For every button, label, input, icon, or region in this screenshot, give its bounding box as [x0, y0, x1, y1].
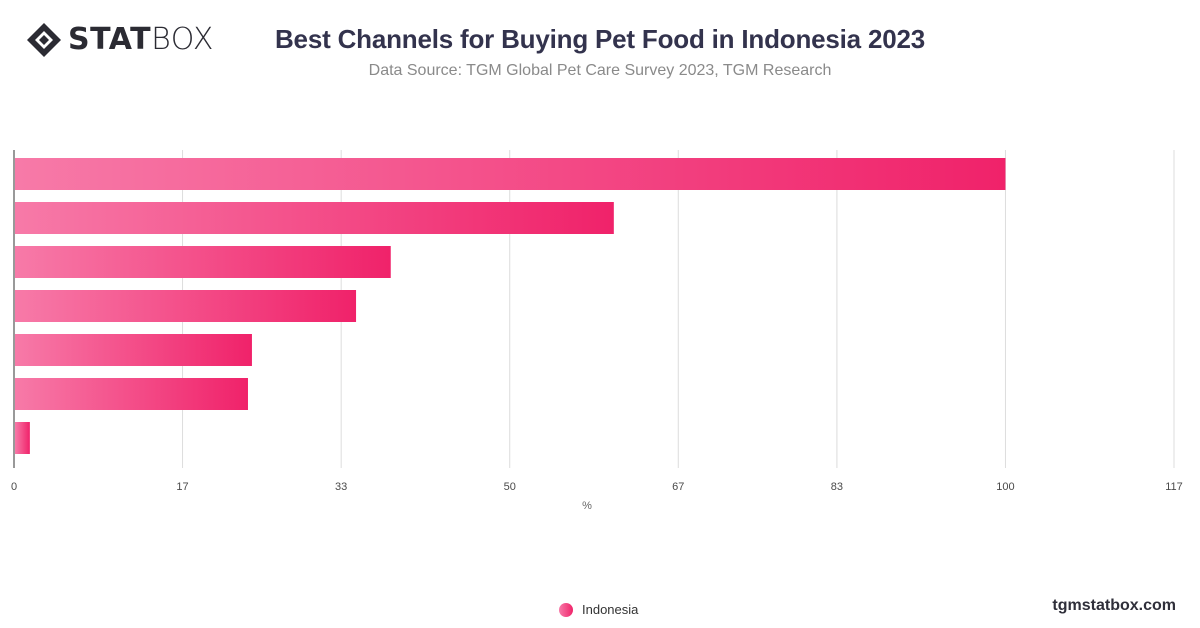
statbox-logo: STATBOX [26, 22, 214, 58]
statbox-diamond-icon [27, 23, 61, 57]
chart-subtitle: Data Source: TGM Global Pet Care Survey … [368, 62, 832, 79]
chart-legend[interactable]: Indonesia [559, 602, 638, 617]
x-axis-ticks: 0 17 33 50 67 83 100 117 [11, 481, 1183, 493]
x-tick-label: 50 [504, 481, 516, 493]
bar[interactable] [15, 158, 1006, 190]
x-tick-label: 0 [11, 481, 17, 493]
x-tick-label: 67 [672, 481, 684, 493]
x-tick-label: 100 [996, 481, 1014, 493]
bar[interactable] [15, 290, 357, 322]
x-tick-label: 17 [176, 481, 188, 493]
x-tick-label: 117 [1165, 481, 1183, 493]
footer-website: tgmstatbox.com [1052, 597, 1176, 614]
x-axis-title: % [582, 500, 592, 512]
legend-label-indonesia: Indonesia [582, 602, 639, 617]
legend-swatch-indonesia [559, 602, 573, 617]
logo-wordmark: STATBOX [68, 22, 214, 57]
chart-title: Best Channels for Buying Pet Food in Ind… [274, 24, 926, 54]
bar[interactable] [15, 378, 248, 410]
x-tick-label: 33 [335, 481, 347, 493]
x-tick-label: 83 [831, 481, 843, 493]
bar[interactable] [15, 202, 614, 234]
bar[interactable] [15, 246, 391, 278]
bar[interactable] [15, 422, 30, 454]
bar[interactable] [15, 334, 252, 366]
bars [15, 158, 1006, 454]
